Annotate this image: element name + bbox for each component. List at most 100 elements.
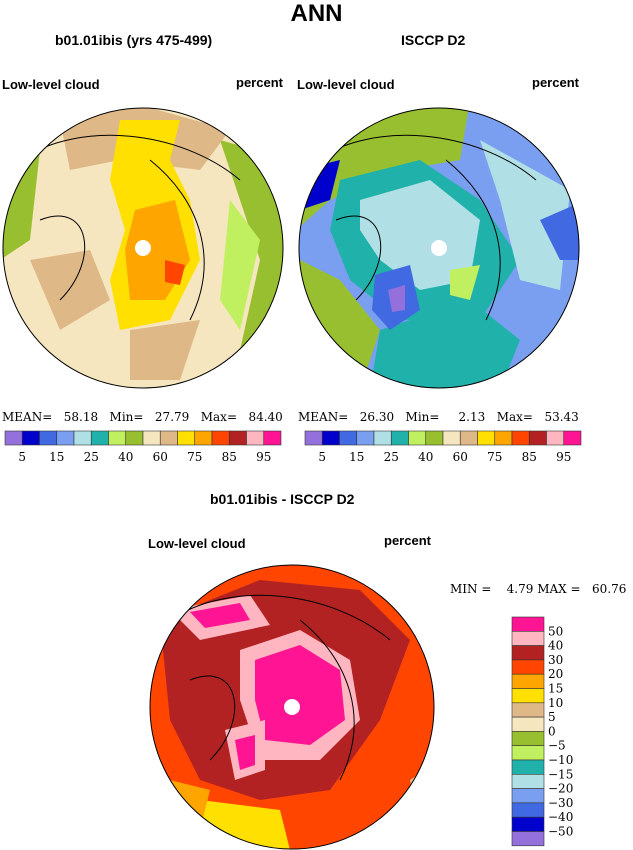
colorbar-label: 0 (548, 724, 556, 738)
colorbar-box (511, 688, 545, 704)
colorbar-label: 75 (487, 450, 502, 464)
colorbar-label: −40 (548, 810, 573, 824)
colorbar-box (356, 430, 375, 446)
colorbar-label: −20 (548, 782, 573, 796)
panel2-variable: Low-level cloud (297, 77, 395, 92)
colorbar-label: 85 (522, 450, 537, 464)
colorbar-box (477, 430, 496, 446)
colorbar-box (408, 430, 427, 446)
panel2-units: percent (532, 75, 579, 90)
colorbar-box (263, 430, 282, 446)
colorbar-box (442, 430, 461, 446)
colorbar-label: 5 (318, 450, 326, 464)
colorbar-label: 75 (187, 450, 202, 464)
colorbar-label: 95 (256, 450, 271, 464)
colorbar-label: 5 (548, 710, 556, 724)
colorbar-box (4, 430, 23, 446)
colorbar-label: −10 (548, 753, 573, 767)
colorbar-box (511, 630, 545, 646)
colorbar-label: 15 (349, 450, 364, 464)
colorbar-label: 40 (548, 639, 563, 653)
panel1-units: percent (236, 75, 283, 90)
pole-marker (431, 240, 447, 256)
colorbar-box (563, 430, 582, 446)
colorbar-label: 60 (453, 450, 468, 464)
colorbar-box (546, 430, 565, 446)
colorbar-box (511, 645, 545, 661)
colorbar-box (511, 802, 545, 818)
colorbar-label: 10 (548, 696, 563, 710)
colorbar-box (39, 430, 58, 446)
colorbar-box (511, 816, 545, 832)
colorbar-box (511, 731, 545, 747)
colorbar-box (228, 430, 247, 446)
colorbar-label: 30 (548, 653, 563, 667)
colorbar-box (459, 430, 478, 446)
colorbar-box (142, 430, 161, 446)
colorbar-box (425, 430, 444, 446)
colorbar-box (511, 788, 545, 804)
colorbar-label: 40 (118, 450, 133, 464)
colorbar-box (56, 430, 75, 446)
colorbar-box (511, 759, 545, 775)
colorbar-box (494, 430, 513, 446)
panel3-units: percent (384, 533, 431, 548)
colorbar-label: −30 (548, 796, 573, 810)
map-difference-border (149, 564, 435, 850)
panel1-title: b01.01ibis (yrs 475-499) (55, 32, 213, 48)
colorbar-box (511, 773, 545, 789)
colorbar-box (321, 430, 340, 446)
colorbar-box (125, 430, 144, 446)
colorbar-box (246, 430, 265, 446)
colorbar-box (90, 430, 109, 446)
colorbar-label: 15 (49, 450, 64, 464)
map-observation-border (298, 107, 580, 389)
colorbar-box (159, 430, 178, 446)
colorbar-box (390, 430, 409, 446)
colorbar-label: 25 (84, 450, 99, 464)
panel2-title: ISCCP D2 (401, 32, 466, 48)
panel3-variable: Low-level cloud (148, 536, 246, 551)
panel3-stats: MIN = 4.79 MAX = 60.76 (450, 582, 627, 596)
colorbar-box (211, 430, 230, 446)
colorbar-box (73, 430, 92, 446)
colorbar-label: −15 (548, 767, 573, 781)
colorbar-box (511, 702, 545, 718)
map-model-border (2, 107, 284, 389)
colorbar-label: 25 (384, 450, 399, 464)
map-observation (299, 108, 579, 388)
colorbar-box (511, 745, 545, 761)
panel2-stats: MEAN= 26.30 Min= 2.13 Max= 53.43 (298, 410, 579, 424)
colorbar-label: 95 (556, 450, 571, 464)
panel1-stats: MEAN= 58.18 Min= 27.79 Max= 84.40 (2, 410, 283, 424)
pole-marker (284, 699, 300, 715)
colorbar-box (528, 430, 547, 446)
colorbar-box (177, 430, 196, 446)
colorbar-label: 85 (222, 450, 237, 464)
colorbar-box (373, 430, 392, 446)
colorbar-label: −50 (548, 825, 573, 839)
colorbar-box (339, 430, 358, 446)
colorbar-label: 20 (548, 667, 563, 681)
colorbar-box (21, 430, 40, 446)
colorbar-label: 40 (418, 450, 433, 464)
colorbar-box (511, 831, 545, 847)
pole-marker (135, 240, 151, 256)
colorbar-box (511, 616, 545, 632)
colorbar-label: 5 (18, 450, 26, 464)
colorbar-label: 50 (548, 624, 563, 638)
panel3-title: b01.01ibis - ISCCP D2 (210, 491, 355, 507)
colorbar-box (511, 673, 545, 689)
colorbar-label: 15 (548, 682, 563, 696)
colorbar-box (108, 430, 127, 446)
colorbar-label: −5 (548, 739, 566, 753)
colorbar-box (304, 430, 323, 446)
colorbar-box (194, 430, 213, 446)
main-title: ANN (290, 0, 343, 27)
colorbar-label: 60 (153, 450, 168, 464)
colorbar-box (511, 716, 545, 732)
panel1-variable: Low-level cloud (2, 77, 100, 92)
colorbar-box (511, 659, 545, 675)
colorbar-box (511, 430, 530, 446)
